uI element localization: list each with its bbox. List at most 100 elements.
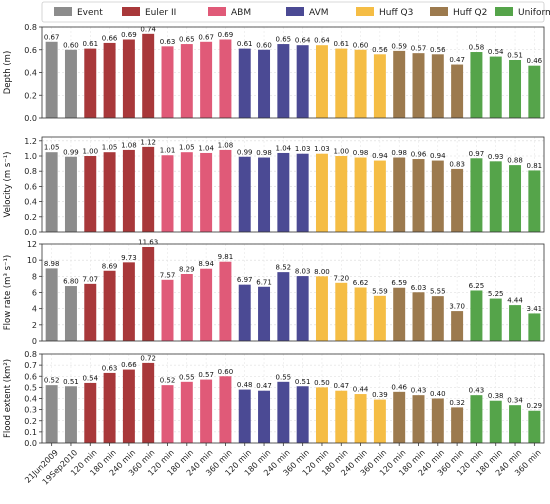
data-label: 5.59	[372, 287, 388, 295]
bar	[84, 283, 97, 341]
data-label: 6.62	[353, 279, 369, 287]
legend-label: Huff Q2	[453, 8, 487, 18]
bar	[180, 152, 193, 232]
data-label: 0.93	[488, 153, 504, 161]
data-label: 0.47	[333, 382, 349, 390]
y-tick-label: 0.8	[24, 350, 37, 359]
bar	[122, 262, 135, 341]
bar	[354, 394, 367, 443]
data-label: 0.98	[353, 149, 369, 157]
legend-label: Event	[77, 8, 103, 18]
y-tick-label: 0	[32, 337, 37, 346]
data-label: 0.65	[179, 36, 195, 44]
data-label: 0.99	[237, 148, 253, 156]
data-label: 7.20	[333, 274, 349, 282]
bar	[315, 153, 328, 232]
data-label: 3.70	[449, 303, 465, 311]
data-label: 1.08	[121, 141, 137, 149]
bar	[315, 387, 328, 443]
data-label: 1.08	[218, 141, 234, 149]
y-axis-label: Flow rate (m³ s⁻¹)	[3, 255, 13, 330]
data-label: 0.98	[391, 149, 407, 157]
panel-frame	[41, 136, 545, 233]
data-label: 1.00	[82, 148, 98, 156]
panel-4: 0.00.10.20.30.40.50.60.70.80.52 0.51 0.540…	[3, 350, 545, 448]
bar	[142, 362, 155, 443]
bar	[489, 298, 502, 341]
bar	[64, 156, 77, 232]
bar	[470, 395, 483, 443]
bar	[431, 398, 444, 443]
data-label: 0.29	[527, 402, 543, 410]
data-label: 0.47	[256, 382, 272, 390]
data-label: 0.61	[82, 40, 98, 48]
bar	[451, 168, 464, 232]
legend-label: Uniform	[518, 8, 550, 18]
y-tick-label: 4	[32, 305, 37, 314]
bar	[528, 65, 541, 118]
bar	[509, 165, 522, 232]
bar	[373, 295, 386, 341]
bar	[528, 170, 541, 232]
data-label: 0.57	[198, 371, 214, 379]
data-label: 9.81	[218, 253, 234, 261]
bar	[489, 56, 502, 118]
panels: 0.00.20.40.60.80.670.60 0.610.66 0.690.740…	[3, 23, 545, 448]
bar	[412, 395, 425, 443]
bar	[451, 311, 464, 341]
data-label: 0.39	[372, 391, 388, 399]
y-tick-label: 0.4	[24, 69, 37, 78]
data-label: 6.59	[391, 279, 407, 287]
data-label: 0.74	[140, 25, 156, 33]
y-tick-label: 0.2	[24, 91, 37, 100]
data-label: 0.61	[333, 40, 349, 48]
data-label: 6.80	[63, 278, 79, 286]
panel-frame	[41, 353, 545, 444]
data-label: 0.56	[372, 46, 388, 54]
data-label: 0.60	[256, 41, 272, 49]
data-label: 8.00	[314, 268, 330, 276]
panel-frame	[41, 26, 545, 119]
data-label: 8.29	[179, 265, 195, 273]
data-label: 0.96	[411, 151, 427, 159]
bar	[296, 45, 309, 119]
legend-swatch	[54, 7, 72, 16]
y-axis-label: Depth (m)	[3, 51, 13, 95]
data-label: 0.94	[430, 152, 446, 160]
data-label: 1.05	[102, 144, 118, 152]
y-tick-label: 0.0	[24, 228, 37, 237]
y-tick-label: 0.7	[24, 361, 37, 370]
y-tick-label: 0.8	[24, 167, 37, 176]
bar	[142, 33, 155, 119]
data-label: 0.64	[295, 37, 311, 45]
bar	[315, 45, 328, 119]
bar	[200, 41, 213, 118]
data-label: 0.43	[469, 387, 485, 395]
bar	[219, 261, 232, 341]
bar	[393, 287, 406, 341]
y-tick-label: 0.1	[24, 428, 37, 437]
bar	[335, 48, 348, 118]
y-tick-label: 1.0	[24, 152, 37, 161]
y-tick-label: 0.3	[24, 406, 37, 415]
data-label: 0.98	[256, 149, 272, 157]
bar	[122, 369, 135, 443]
data-label: 5.25	[488, 290, 504, 298]
bar	[354, 287, 367, 341]
data-label: 0.51	[63, 378, 79, 386]
y-tick-label: 0.0	[24, 114, 37, 123]
bar	[528, 410, 541, 443]
data-label: 0.64	[314, 37, 330, 45]
data-label: 0.55	[276, 373, 292, 381]
data-label: 0.81	[527, 162, 543, 170]
bar	[142, 146, 155, 232]
bar	[277, 152, 290, 232]
y-tick-label: 1.2	[24, 137, 37, 146]
plot-area	[42, 244, 544, 341]
bar	[335, 390, 348, 443]
panel-frame	[41, 243, 545, 342]
data-label: 8.98	[44, 260, 60, 268]
bar	[45, 385, 58, 443]
data-label: 0.38	[488, 392, 504, 400]
bar	[64, 286, 77, 341]
